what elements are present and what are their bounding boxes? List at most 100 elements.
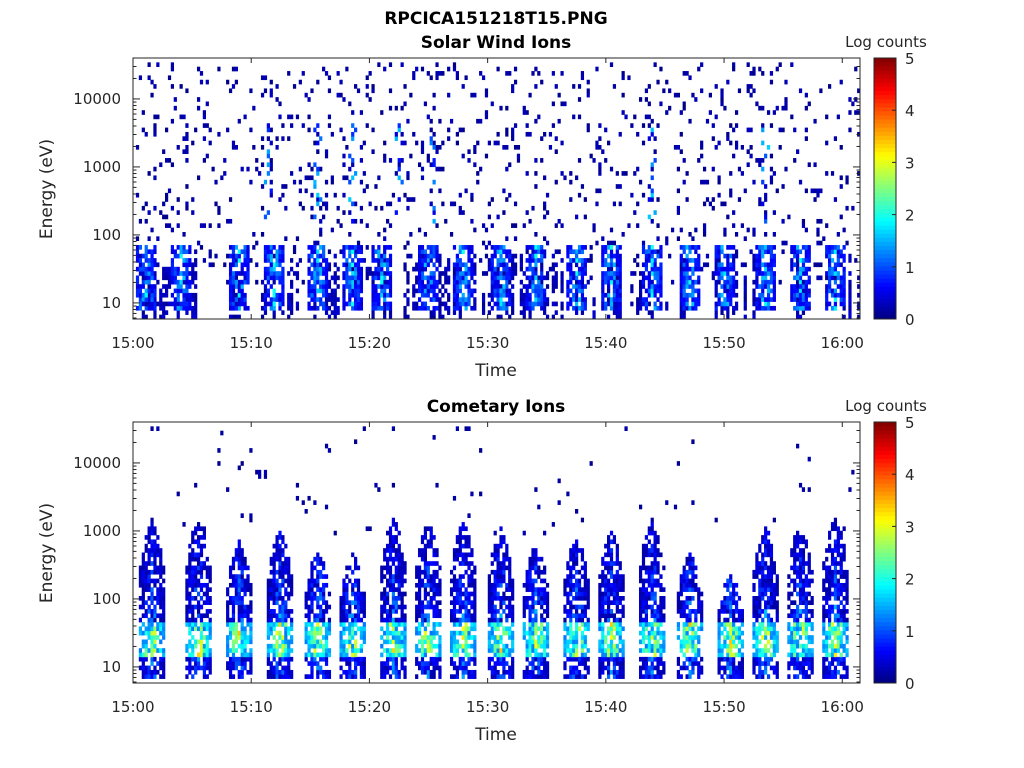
heatmap-cell <box>694 245 698 250</box>
heatmap-cell <box>432 262 436 268</box>
heatmap-cell <box>647 253 651 259</box>
heatmap-cell <box>287 297 291 302</box>
heatmap-cell <box>798 249 803 255</box>
heatmap-cell <box>191 266 195 272</box>
x-tick-label: 15:00 <box>111 334 154 352</box>
heatmap-cell <box>435 665 439 671</box>
heatmap-cell <box>284 656 288 662</box>
heatmap-cell <box>243 630 247 636</box>
heatmap-cell <box>493 543 497 549</box>
heatmap-cell <box>615 171 619 176</box>
heatmap-cell <box>723 105 727 111</box>
heatmap-cell <box>464 661 468 666</box>
heatmap-cell <box>354 245 358 250</box>
heatmap-cell <box>371 88 375 94</box>
heatmap-cell <box>403 613 407 619</box>
heatmap-cell <box>804 288 808 294</box>
heatmap-cell <box>345 587 349 592</box>
heatmap-cell <box>324 201 329 207</box>
heatmap-cell <box>647 258 651 263</box>
heatmap-cell <box>458 539 462 545</box>
heatmap-cell <box>388 288 393 294</box>
heatmap-cell <box>386 245 390 250</box>
heatmap-cell <box>144 266 148 272</box>
heatmap-cell <box>304 509 308 514</box>
heatmap-cell <box>545 275 550 281</box>
heatmap-cell <box>371 127 375 133</box>
heatmap-cell <box>455 535 459 540</box>
heatmap-cell <box>403 262 407 268</box>
heatmap-cell <box>417 266 422 272</box>
heatmap-cell <box>490 561 494 566</box>
heatmap-cell <box>470 275 474 281</box>
heatmap-cell <box>359 205 364 211</box>
heatmap-cell <box>487 292 491 298</box>
heatmap-cell <box>278 197 282 202</box>
heatmap-cell <box>569 245 573 250</box>
heatmap-cell <box>281 275 285 281</box>
heatmap-cell <box>423 648 428 653</box>
heatmap-cell <box>348 661 352 666</box>
heatmap-cell <box>397 643 401 649</box>
heatmap-cell <box>461 626 465 632</box>
heatmap-cell <box>371 149 375 154</box>
heatmap-cell <box>272 266 276 272</box>
heatmap-cell <box>665 110 669 115</box>
heatmap-cell <box>435 149 439 154</box>
heatmap-cell <box>263 266 268 272</box>
heatmap-cell <box>176 491 180 497</box>
heatmap-cell <box>208 617 212 623</box>
heatmap-cell <box>272 245 276 250</box>
heatmap-cell <box>243 565 247 571</box>
heatmap-cell <box>290 114 294 120</box>
heatmap-cell <box>327 626 332 632</box>
heatmap-cell <box>455 665 459 671</box>
heatmap-cell <box>144 535 148 540</box>
heatmap-cell <box>159 587 163 592</box>
heatmap-cell <box>354 656 358 662</box>
heatmap-cell <box>313 613 317 619</box>
heatmap-cell <box>452 275 457 281</box>
heatmap-cell <box>618 266 622 272</box>
heatmap-cell <box>793 249 797 255</box>
heatmap-cell <box>534 249 538 255</box>
heatmap-cell <box>580 75 585 81</box>
heatmap-cell <box>185 131 189 137</box>
heatmap-cell <box>467 635 471 640</box>
heatmap-cell <box>403 192 407 198</box>
heatmap-cell <box>766 249 771 255</box>
heatmap-cell <box>607 262 611 268</box>
heatmap-cell <box>202 110 206 115</box>
heatmap-cell <box>138 626 143 632</box>
heatmap-cell <box>194 301 198 307</box>
heatmap-cell <box>528 305 532 311</box>
heatmap-cell <box>761 201 765 207</box>
heatmap-cell <box>804 227 808 233</box>
colorbar-tick-label: 1 <box>905 259 915 277</box>
heatmap-cell <box>281 292 285 298</box>
heatmap-cell <box>185 565 189 571</box>
heatmap-cell <box>496 266 500 272</box>
heatmap-cell <box>796 262 800 268</box>
heatmap-cell <box>705 253 710 259</box>
heatmap-cell <box>769 79 774 85</box>
heatmap-cell <box>729 275 733 281</box>
heatmap-cell <box>342 600 346 605</box>
heatmap-cell <box>188 258 192 263</box>
heatmap-cell <box>493 556 497 562</box>
heatmap-cell <box>758 197 762 202</box>
heatmap-cell <box>336 275 340 281</box>
heatmap-cell <box>327 604 332 610</box>
heatmap-cell <box>816 275 820 281</box>
heatmap-cell <box>467 149 471 154</box>
heatmap-cell <box>487 639 491 645</box>
heatmap-cell <box>185 123 189 128</box>
heatmap-cell <box>537 288 541 294</box>
heatmap-cell <box>313 271 317 276</box>
heatmap-cell <box>458 591 462 597</box>
heatmap-cell <box>316 297 320 302</box>
heatmap-cell <box>682 179 686 185</box>
heatmap-cell <box>324 266 329 272</box>
heatmap-cell <box>359 604 364 610</box>
heatmap-cell <box>717 192 721 198</box>
